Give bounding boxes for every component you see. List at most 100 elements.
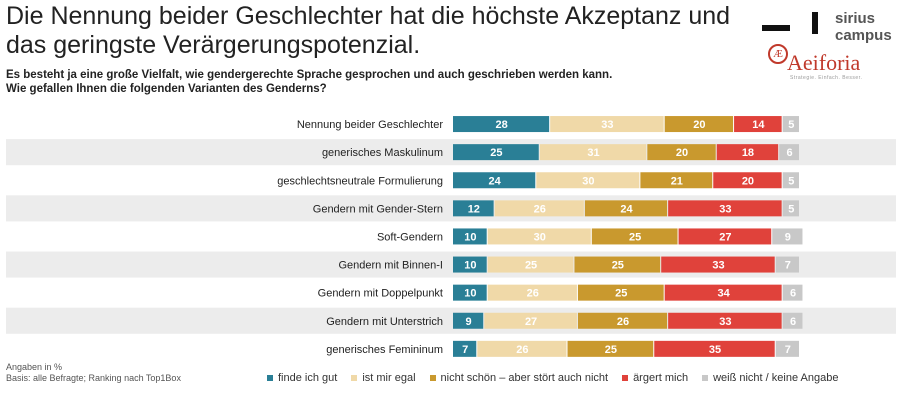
bar-segment [453, 144, 539, 161]
data-label: 20 [742, 175, 754, 187]
legend-item-nicht-schoen: nicht schön – aber stört auch nicht [429, 372, 609, 384]
bar-segment [772, 228, 803, 245]
data-label: 26 [617, 316, 629, 328]
bar-segment [664, 284, 782, 301]
stacked-bar-chart: Nennung beider Geschlechter 28 33 20 14 5 gene… [6, 116, 896, 357]
data-label: 6 [790, 288, 796, 300]
bar-segment [782, 116, 799, 133]
bar-segment [779, 144, 799, 161]
bar-segment [477, 340, 567, 357]
aeiforia-logo: Aeiforia [787, 50, 861, 75]
data-label: 25 [612, 260, 624, 272]
bar-segment [574, 256, 661, 273]
bar-segment [453, 312, 484, 329]
bar-segment [782, 312, 803, 329]
data-label: 33 [601, 119, 613, 131]
legend-item-aergert-mich: ärgert mich [622, 372, 688, 384]
data-label: 35 [709, 344, 721, 356]
data-label: 34 [718, 288, 731, 300]
chart-title: Die Nennung beider Geschlechter hat die … [6, 2, 731, 59]
bar-segment [654, 340, 775, 357]
aeiforia-tagline: Strategie. Einfach. Besser. [790, 75, 863, 81]
category-label: Nennung beider Geschlechter [297, 119, 443, 131]
category-label: Gendern mit Gender-Stern [313, 203, 443, 215]
data-label: 9 [466, 316, 472, 328]
legend-item-ist-mir-egal: ist mir egal [351, 372, 416, 384]
data-label: 25 [615, 288, 627, 300]
bar-segment [640, 172, 713, 189]
data-label: 24 [620, 203, 633, 215]
data-label: 30 [582, 175, 594, 187]
data-label: 10 [464, 260, 476, 272]
bar-segment [713, 172, 782, 189]
data-label: 14 [752, 119, 765, 131]
bar-segment [577, 312, 668, 329]
bar-segment [664, 116, 734, 133]
category-label: Gendern mit Binnen-I [338, 260, 443, 272]
bar-segment [577, 284, 664, 301]
bar-segment [487, 284, 577, 301]
category-label: Soft-Gendern [377, 231, 443, 243]
bar-segment [661, 256, 775, 273]
subtitle-line-1: Es besteht ja eine große Vielfalt, wie g… [6, 69, 613, 81]
data-label: 7 [785, 344, 791, 356]
legend-swatch [351, 375, 358, 381]
bar-segment [734, 116, 782, 133]
aeiforia-emblem-icon: Æ [768, 44, 788, 64]
legend-label: weiß nicht / keine Angabe [713, 372, 839, 384]
footer-basis-note: Basis: alle Befragte; Ranking nach Top1B… [6, 373, 181, 383]
category-label: geschlechtsneutrale Formulierung [277, 175, 443, 187]
data-label: 31 [587, 147, 599, 159]
bar-segment [453, 116, 550, 133]
bar-segment [668, 312, 782, 329]
data-label: 20 [693, 119, 705, 131]
bar-segment [775, 340, 799, 357]
bar-segment [453, 340, 477, 357]
bar-segment [668, 200, 782, 217]
bar-segment [775, 256, 799, 273]
data-label: 25 [525, 260, 537, 272]
data-label: 28 [495, 119, 507, 131]
bar-segment [550, 116, 664, 133]
bar-segment [487, 228, 591, 245]
logo-bar-mark [812, 12, 818, 34]
data-label: 24 [489, 175, 502, 187]
data-label: 9 [785, 231, 791, 243]
data-label: 20 [676, 147, 688, 159]
data-label: 21 [671, 175, 683, 187]
data-label: 27 [719, 231, 731, 243]
data-label: 26 [527, 288, 539, 300]
data-label: 18 [742, 147, 754, 159]
legend-label: ärgert mich [633, 372, 689, 384]
data-label: 26 [516, 344, 528, 356]
data-label: 33 [719, 203, 731, 215]
sirius-campus-logo: sirius campus [835, 10, 892, 44]
data-label: 5 [788, 175, 794, 187]
legend-swatch [702, 375, 709, 381]
bar-segment [487, 256, 574, 273]
data-label: 7 [462, 344, 468, 356]
legend-label: ist mir egal [362, 372, 416, 384]
category-label: Gendern mit Unterstrich [326, 316, 443, 328]
bar-segment [453, 228, 487, 245]
data-label: 26 [534, 203, 546, 215]
data-label: 10 [464, 288, 476, 300]
bar-segment [782, 172, 799, 189]
legend-item-weiss-nicht: weiß nicht / keine Angabe [702, 372, 838, 384]
category-label: Gendern mit Doppelpunkt [318, 288, 443, 300]
data-label: 25 [629, 231, 641, 243]
data-label: 6 [790, 316, 796, 328]
bar-segment [647, 144, 716, 161]
logo-dash-mark [762, 25, 790, 31]
legend-swatch [429, 375, 436, 381]
bar-segment [484, 312, 577, 329]
data-label: 6 [787, 147, 793, 159]
legend-label: nicht schön – aber stört auch nicht [440, 372, 609, 384]
data-label: 5 [788, 203, 794, 215]
bar-segment [453, 256, 487, 273]
bar-segment [782, 200, 799, 217]
data-label: 33 [719, 316, 731, 328]
legend-swatch [267, 375, 273, 381]
bar-segment [453, 172, 536, 189]
bar-segment [539, 144, 647, 161]
